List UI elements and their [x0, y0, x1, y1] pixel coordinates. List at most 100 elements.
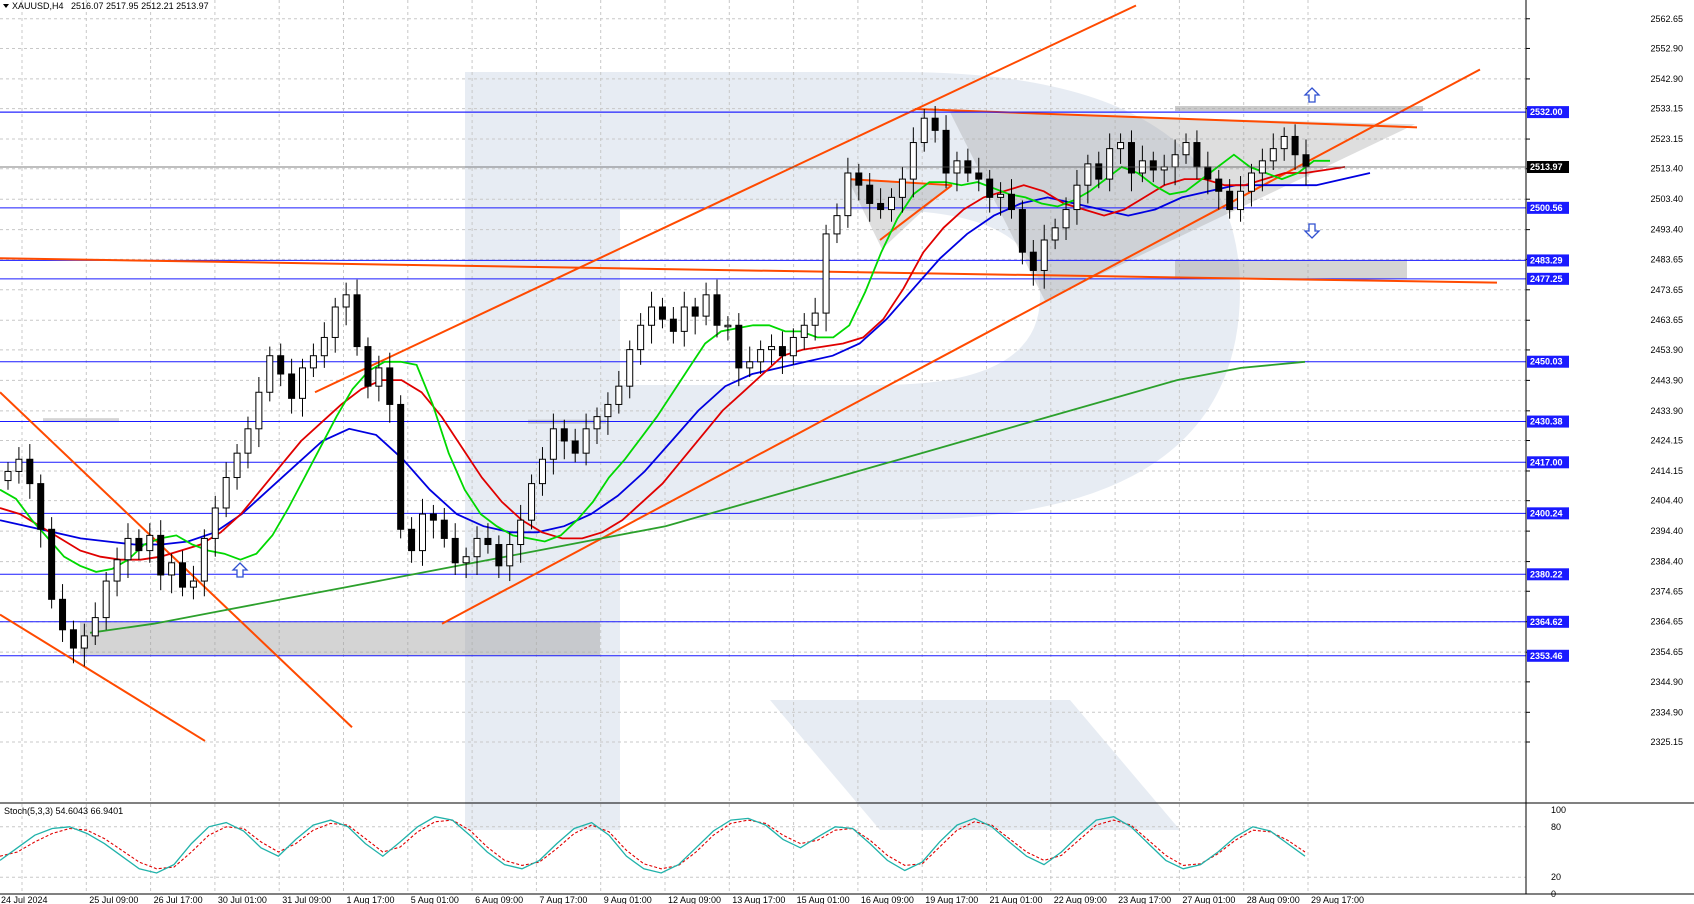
x-tick-label: 28 Aug 09:00 [1247, 895, 1300, 904]
candle-body [233, 452, 241, 479]
candle-body [669, 318, 677, 332]
candle-body [320, 336, 328, 357]
candle-body [244, 428, 252, 454]
level-tag [1527, 507, 1569, 520]
candle-body [1127, 142, 1135, 174]
candle-body [113, 559, 121, 582]
x-tick-label: 1 Aug 17:00 [347, 895, 395, 904]
candle-body [1029, 251, 1037, 271]
candle-body [277, 355, 285, 375]
candle-body [342, 294, 350, 308]
trend-line [0, 391, 353, 728]
candle-body [462, 556, 470, 564]
candle-body [898, 178, 906, 198]
candle-body [266, 355, 274, 393]
level-tag [1527, 415, 1569, 428]
candle-body [1007, 193, 1015, 211]
candle-body [15, 458, 23, 472]
triangle-zone [950, 112, 1415, 301]
level-tag [1527, 201, 1569, 214]
level-tag-label: 2483.29 [1530, 255, 1563, 265]
candle-body [59, 598, 67, 631]
level-tag [1527, 456, 1569, 469]
candle-body [495, 544, 503, 567]
candle-body [102, 580, 110, 619]
y-tick-label: 2424.15 [1650, 436, 1683, 446]
y-tick-label: 2562.65 [1650, 14, 1683, 24]
zone-mid [1175, 260, 1407, 279]
candle-body [604, 403, 612, 418]
candle-body [626, 349, 634, 387]
zone-left [43, 418, 119, 423]
candle-body [920, 117, 928, 144]
candle-body [1269, 148, 1277, 162]
candle-body [506, 544, 514, 567]
stoch-signal-line [0, 819, 1306, 870]
y-tick-label: 2394.40 [1650, 526, 1683, 536]
candle-body [822, 233, 830, 314]
candle-body [26, 458, 34, 485]
level-tag-label: 2450.03 [1530, 357, 1563, 367]
x-tick-label: 9 Aug 01:00 [604, 895, 652, 904]
ma-200-line [89, 360, 1306, 634]
candle-body [386, 367, 394, 405]
x-tick-label: 21 Aug 01:00 [990, 895, 1043, 904]
candle-body [364, 346, 372, 387]
y-tick-label: 2384.40 [1650, 557, 1683, 567]
candle-body [1106, 148, 1114, 180]
down-arrow-icon [1303, 223, 1321, 239]
y-tick-label: 2473.65 [1650, 285, 1683, 295]
y-tick-label: 2443.90 [1650, 375, 1683, 385]
y-tick-label: 2453.90 [1650, 345, 1683, 355]
trend-line [314, 4, 1137, 394]
y-tick-label: 2542.90 [1650, 74, 1683, 84]
level-tag-label: 2353.46 [1530, 651, 1563, 661]
level-tag-label: 2364.62 [1530, 617, 1563, 627]
candle-body [735, 324, 743, 369]
candle-body [440, 519, 448, 539]
x-tick-label: 26 Jul 17:00 [154, 895, 203, 904]
y-tick-label: 2552.90 [1650, 43, 1683, 53]
x-tick-label: 7 Aug 17:00 [539, 895, 587, 904]
candle-body [157, 534, 165, 576]
y-tick-label: 2404.40 [1650, 496, 1683, 506]
candle-body [211, 507, 219, 539]
candle-body [1171, 154, 1179, 168]
candle-body [746, 361, 754, 369]
candle-body [1226, 190, 1234, 211]
candle-body [473, 537, 481, 558]
stoch-tick-label: 80 [1551, 822, 1561, 832]
y-tick-label: 2354.65 [1650, 647, 1683, 657]
stoch-label: Stoch(5,3,3) 54.6043 66.9401 [4, 806, 123, 816]
x-tick-label: 22 Aug 09:00 [1054, 895, 1107, 904]
y-tick-label: 2493.40 [1650, 225, 1683, 235]
y-tick-label: 2463.65 [1650, 315, 1683, 325]
level-tag [1527, 254, 1569, 267]
x-tick-label: 30 Jul 01:00 [218, 895, 267, 904]
candle-body [538, 458, 546, 485]
level-tag [1527, 106, 1569, 119]
candle-body [124, 537, 132, 561]
trend-lines [0, 4, 1526, 742]
candle-body [429, 513, 437, 521]
y-tick-label: 2414.15 [1650, 466, 1683, 476]
candle-body [593, 416, 601, 430]
candle-body [189, 580, 197, 588]
candle-body [1117, 142, 1125, 150]
stoch-tick-label: 20 [1551, 872, 1561, 882]
candle-body [1018, 209, 1026, 253]
candle-body [1215, 178, 1223, 192]
y-tick-label: 2334.90 [1650, 707, 1683, 717]
candle-body [789, 336, 797, 357]
candle-body [309, 355, 317, 369]
candles [4, 106, 1310, 667]
candle-body [844, 172, 852, 217]
level-tag-label: 2500.56 [1530, 203, 1563, 213]
candle-body [571, 440, 579, 454]
y-tick-label: 2364.65 [1650, 617, 1683, 627]
candle-body [91, 617, 99, 637]
flag-zone [848, 179, 950, 250]
y-tick-label: 2325.15 [1650, 737, 1683, 747]
